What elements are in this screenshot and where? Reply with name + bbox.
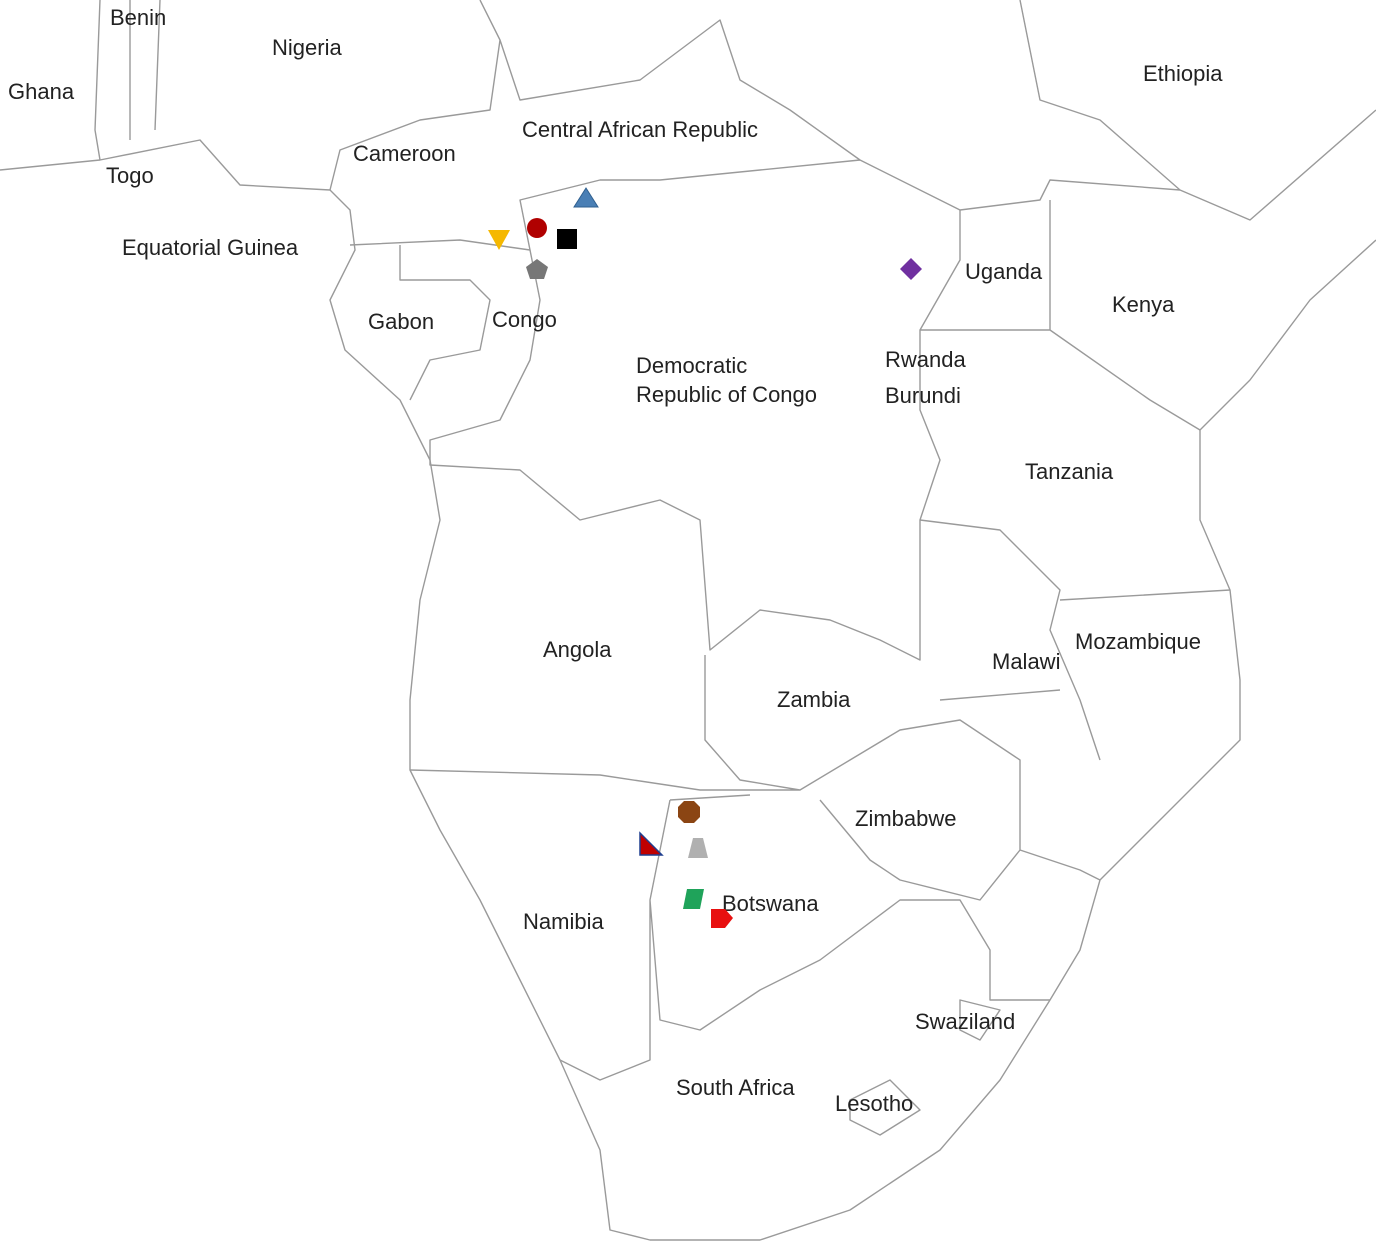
country-label: Angola [543,637,612,662]
country-label: Zimbabwe [855,806,956,831]
country-label: Equatorial Guinea [122,235,299,260]
country-label: Swaziland [915,1009,1015,1034]
country-label: Lesotho [835,1091,913,1116]
coastline [0,139,1376,1241]
country-label: Mozambique [1075,629,1201,654]
marker [688,838,708,858]
border [849,999,1001,1136]
country-label: Ghana [8,79,75,104]
country-label: Uganda [965,259,1043,284]
border [409,519,1231,1081]
country-label: South Africa [676,1075,795,1100]
country-label: Ethiopia [1143,61,1223,86]
country-label: Zambia [777,687,851,712]
border [94,0,1376,251]
country-label: Togo [106,163,154,188]
marker [527,218,547,238]
marker [488,230,510,250]
country-labels: Benin Nigeria Ghana Ethiopia Central Afr… [8,5,1223,1116]
marker [900,258,922,280]
marker [557,229,577,249]
marker [678,801,700,823]
marker [683,889,704,909]
country-label: Benin [110,5,166,30]
country-label: Burundi [885,383,961,408]
country-label: Central African Republic [522,117,758,142]
country-label: Gabon [368,309,434,334]
country-label: Cameroon [353,141,456,166]
country-label: Congo [492,307,557,332]
country-label: Nigeria [272,35,342,60]
country-label: Namibia [523,909,604,934]
country-label: Tanzania [1025,459,1114,484]
country-label: Republic of Congo [636,382,817,407]
country-label: Botswana [722,891,819,916]
country-label: Kenya [1112,292,1175,317]
country-label: Malawi [992,649,1060,674]
border [399,200,1201,661]
country-label: Rwanda [885,347,966,372]
marker [526,259,548,279]
country-label: Democratic [636,353,747,378]
marker [639,831,664,856]
markers [488,187,922,928]
marker [573,187,599,208]
marker [711,909,733,928]
